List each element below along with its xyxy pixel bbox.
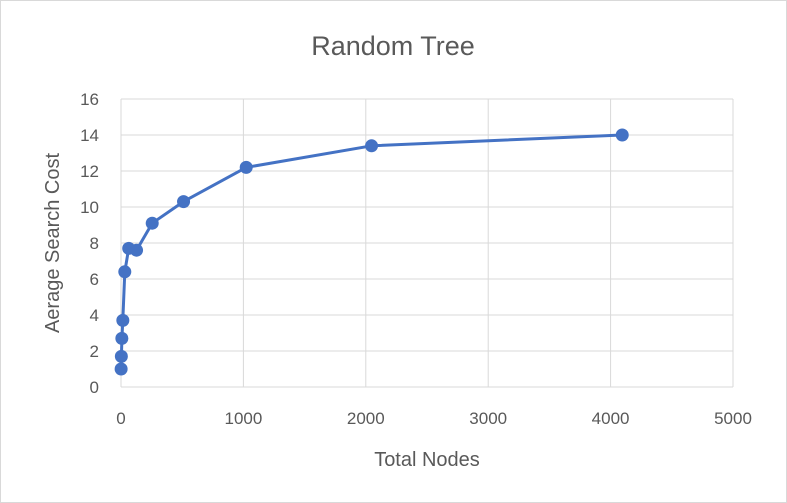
data-point bbox=[114, 362, 128, 376]
y-tick-label: 6 bbox=[90, 270, 99, 289]
x-tick-label: 4000 bbox=[592, 409, 630, 428]
x-axis-title: Total Nodes bbox=[374, 449, 480, 471]
data-point bbox=[118, 265, 132, 279]
x-tick-label: 3000 bbox=[469, 409, 507, 428]
data-point bbox=[145, 216, 159, 230]
y-tick-label: 0 bbox=[90, 378, 99, 397]
y-axis-title: Aerage Search Cost bbox=[42, 153, 64, 334]
x-tick-label: 0 bbox=[116, 409, 125, 428]
y-tick-label: 8 bbox=[90, 234, 99, 253]
x-tick-label: 5000 bbox=[714, 409, 752, 428]
y-tick-label: 2 bbox=[90, 342, 99, 361]
series-line bbox=[119, 133, 623, 370]
x-tick-label: 2000 bbox=[347, 409, 385, 428]
y-tick-label: 10 bbox=[80, 198, 99, 217]
series-markers bbox=[114, 128, 629, 376]
x-tick-label: 1000 bbox=[224, 409, 262, 428]
y-axis-ticks: 0 2 4 6 8 10 12 14 16 bbox=[80, 90, 99, 397]
data-point bbox=[130, 243, 144, 257]
y-tick-label: 14 bbox=[80, 126, 99, 145]
data-point bbox=[177, 195, 191, 209]
data-point bbox=[239, 160, 253, 174]
data-point bbox=[114, 349, 128, 363]
data-point bbox=[365, 139, 379, 153]
y-tick-label: 12 bbox=[80, 162, 99, 181]
chart-title: Random Tree bbox=[311, 31, 475, 61]
y-tick-label: 4 bbox=[90, 306, 99, 325]
y-tick-label: 16 bbox=[80, 90, 99, 109]
x-axis-ticks: 0 1000 2000 3000 4000 5000 bbox=[116, 409, 752, 428]
data-point bbox=[116, 313, 130, 327]
data-point bbox=[615, 128, 629, 142]
data-point bbox=[115, 331, 129, 345]
